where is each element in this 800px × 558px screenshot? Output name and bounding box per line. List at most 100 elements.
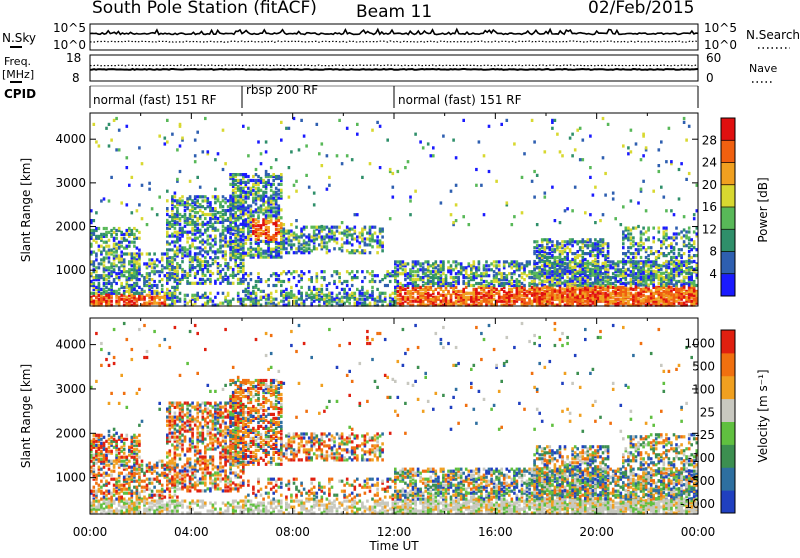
echo-cell — [612, 260, 615, 263]
echo-cell — [549, 252, 552, 255]
echo-cell — [318, 243, 321, 246]
echo-cell — [328, 235, 331, 238]
echo-cell — [232, 221, 235, 224]
echo-cell — [412, 274, 415, 277]
echo-cell — [151, 258, 154, 261]
echo-cell — [417, 278, 420, 281]
echo-cell — [473, 298, 476, 301]
echo-cell — [237, 256, 240, 259]
echo-cell — [138, 237, 141, 240]
echo-cell — [541, 283, 544, 286]
echo-cell — [483, 272, 486, 275]
echo-cell — [303, 239, 306, 242]
echo-cell — [450, 282, 453, 285]
echo-cell — [166, 199, 169, 202]
echo-cell — [399, 272, 402, 275]
echo-cell — [655, 270, 658, 273]
echo-cell — [566, 299, 569, 302]
echo-cell — [202, 278, 205, 281]
noise-panel: N.Sky 10^5 10^0 10^5 10^0 N.Search — [2, 21, 800, 52]
echo-cell — [156, 302, 159, 305]
echo-cell — [207, 300, 210, 303]
echo-cell — [544, 299, 547, 302]
echo-cell — [576, 272, 579, 275]
echo-cell — [579, 268, 582, 271]
echo-cell — [531, 286, 534, 289]
echo-cell — [191, 294, 194, 297]
echo-cell — [272, 214, 275, 217]
echo-cell — [564, 240, 567, 243]
echo-cell — [609, 282, 612, 285]
echo-cell — [310, 226, 313, 229]
echo-cell — [262, 290, 265, 293]
echo-cell — [285, 241, 288, 244]
echo-cell — [447, 260, 450, 263]
echo-cell — [120, 237, 123, 240]
echo-cell — [98, 235, 101, 238]
echo-cell — [138, 254, 141, 257]
noise-sky-label: N.Sky — [2, 31, 36, 45]
echo-cell — [169, 274, 172, 277]
echo-cell — [379, 239, 382, 242]
echo-cell — [652, 292, 655, 295]
echo-cell — [604, 292, 607, 295]
echo-cell — [617, 260, 620, 263]
echo-cell — [305, 235, 308, 238]
echo-cell — [148, 294, 151, 297]
echo-cell — [288, 292, 291, 295]
echo-cell — [214, 256, 217, 259]
echo-cell — [141, 252, 144, 255]
echo-cell — [300, 286, 303, 289]
echo-cell — [488, 290, 491, 293]
echo-cell — [202, 248, 205, 251]
echo-cell — [222, 225, 225, 228]
echo-cell — [569, 287, 572, 290]
echo-cell — [584, 280, 587, 283]
echo-cell — [597, 297, 600, 300]
echo-cell — [308, 233, 311, 236]
echo-cell — [343, 288, 346, 291]
echo-cell — [625, 302, 628, 305]
echo-cell — [447, 282, 450, 285]
echo-cell — [323, 298, 326, 301]
echo-cell — [417, 284, 420, 287]
echo-cell — [376, 274, 379, 277]
echo-cell — [680, 302, 683, 305]
echo-cell — [267, 284, 270, 287]
echo-cell — [110, 229, 113, 232]
echo-cell — [219, 233, 222, 236]
echo-cell — [280, 195, 283, 198]
echo-cell — [655, 286, 658, 289]
echo-cell — [518, 274, 521, 277]
echo-cell — [156, 264, 159, 267]
echo-cell — [252, 254, 255, 257]
echo-cell — [161, 296, 164, 299]
echo-cell — [318, 226, 321, 229]
echo-cell — [409, 282, 412, 285]
echo-cell — [270, 236, 273, 239]
echo-cell — [594, 270, 597, 273]
echo-cell — [179, 223, 182, 226]
echo-cell — [272, 197, 275, 200]
echo-cell — [186, 302, 189, 305]
echo-cell — [212, 223, 215, 226]
echo-cell — [196, 264, 199, 267]
echo-cell — [280, 216, 283, 219]
echo-cell — [242, 290, 245, 293]
echo-cell — [361, 292, 364, 295]
echo-cell — [166, 248, 169, 251]
echo-cell — [500, 300, 503, 303]
echo-cell — [407, 302, 410, 305]
echo-cell — [599, 244, 602, 247]
echo-cell — [379, 228, 382, 231]
echo-cell — [374, 274, 377, 277]
echo-cell — [533, 260, 536, 263]
echo-cell — [105, 300, 108, 303]
echo-cell — [179, 227, 182, 230]
echo-cell — [556, 270, 559, 273]
echo-cell — [245, 212, 248, 215]
echo-cell — [526, 294, 529, 297]
echo-cell — [166, 288, 169, 291]
echo-cell — [647, 264, 650, 267]
echo-cell — [98, 262, 101, 265]
